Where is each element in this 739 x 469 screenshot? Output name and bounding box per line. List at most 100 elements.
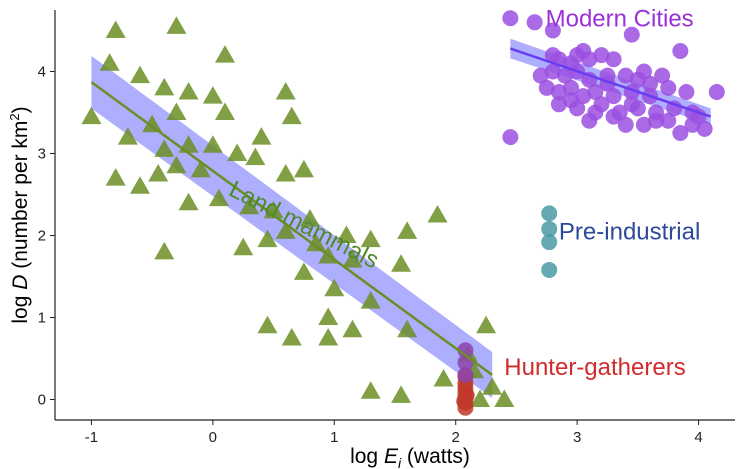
x-tick-label: 2 [452, 429, 460, 446]
data-point [550, 96, 567, 113]
data-point [541, 220, 558, 237]
data-point [532, 67, 549, 84]
data-point [538, 79, 555, 96]
data-point [318, 328, 339, 346]
x-ticks: -1 0 1 2 3 4 [85, 420, 703, 446]
data-point [215, 102, 235, 120]
data-point [660, 112, 677, 129]
data-point [575, 88, 592, 105]
data-point [617, 116, 634, 133]
data-point [233, 237, 254, 256]
data-point [587, 104, 604, 121]
data-point [397, 319, 418, 338]
data-point [541, 234, 558, 251]
data-point [257, 315, 278, 334]
data-point [306, 233, 327, 252]
y-tick-label: 2 [38, 228, 46, 245]
data-point [117, 127, 138, 145]
data-point [208, 188, 229, 207]
y-ticks: 0 1 2 3 4 [38, 64, 55, 409]
data-points [81, 10, 725, 416]
data-point [81, 106, 102, 125]
y-axis-title: log D (number per km2) [7, 106, 32, 323]
data-point [275, 221, 296, 239]
data-point [623, 96, 640, 113]
data-point [476, 315, 497, 334]
data-point [541, 261, 558, 278]
data-point [642, 75, 658, 92]
data-point [563, 79, 580, 96]
data-point [130, 65, 150, 84]
data-point [672, 125, 689, 141]
data-point [275, 82, 296, 100]
data-point [202, 86, 223, 104]
x-tick-label: 4 [694, 429, 702, 446]
data-point [482, 377, 503, 395]
data-point [130, 176, 150, 194]
data-point [456, 393, 473, 410]
data-point [105, 20, 126, 38]
axes: -1 0 1 2 3 4 0 1 2 3 4 [38, 10, 735, 446]
series-label: Pre-industrial [559, 219, 700, 246]
data-point [678, 84, 695, 100]
data-point [293, 159, 314, 178]
data-point [575, 43, 592, 59]
x-axis-title: log Ei (watts) [350, 445, 470, 469]
data-point [391, 385, 412, 403]
data-point [563, 92, 580, 109]
data-point [190, 159, 211, 178]
data-point [227, 143, 248, 161]
data-point [154, 77, 175, 96]
data-point [154, 139, 175, 157]
data-point [470, 389, 490, 407]
data-point [502, 129, 519, 146]
data-point [342, 319, 363, 338]
data-point [550, 84, 567, 100]
data-point [154, 241, 175, 260]
data-point [696, 120, 713, 137]
data-point [605, 51, 622, 68]
data-point [502, 10, 519, 27]
data-point [635, 63, 652, 80]
data-point [105, 168, 126, 186]
data-point [427, 205, 448, 223]
data-point [648, 112, 665, 129]
fit-line [509, 47, 712, 118]
data-point [263, 200, 284, 219]
data-point [275, 164, 296, 182]
data-point [166, 102, 187, 120]
data-point [660, 79, 677, 96]
data-point [166, 155, 187, 174]
data-point [526, 14, 543, 31]
x-tick-label: 0 [209, 429, 217, 446]
data-point [342, 250, 363, 268]
series-label: Hunter-gatherers [504, 354, 685, 381]
x-tick-label: 1 [330, 429, 338, 446]
data-point [166, 16, 187, 34]
data-point [324, 278, 345, 297]
data-point [215, 45, 235, 63]
x-tick-label: -1 [85, 429, 98, 446]
data-point [281, 328, 302, 346]
data-point [433, 369, 454, 387]
x-tick-label: 3 [573, 429, 581, 446]
y-tick-label: 3 [38, 146, 46, 163]
data-point [605, 108, 622, 125]
data-point [142, 114, 163, 133]
data-point [360, 291, 381, 309]
data-point [605, 88, 622, 105]
data-point [654, 67, 671, 84]
data-point [587, 84, 604, 100]
y-tick-label: 1 [38, 310, 46, 327]
data-point [557, 67, 573, 84]
data-point [148, 164, 169, 182]
data-point [178, 192, 199, 211]
data-point [293, 262, 314, 280]
data-point [635, 116, 652, 133]
y-tick-label: 4 [38, 64, 46, 81]
data-point [457, 342, 474, 359]
data-point [239, 196, 260, 215]
data-point [281, 106, 302, 125]
data-point [544, 63, 561, 80]
